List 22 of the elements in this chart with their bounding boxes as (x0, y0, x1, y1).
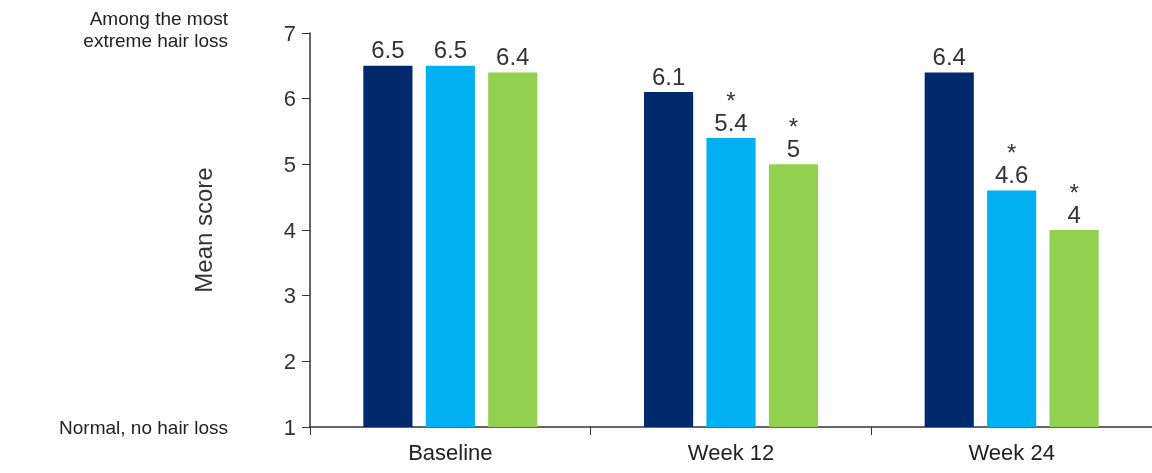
x-tick-label: Week 12 (687, 439, 775, 465)
y-tick-label: 6 (283, 86, 296, 112)
y-tick-label: 7 (283, 20, 296, 46)
y-tick-label: 4 (283, 217, 296, 243)
y-tick-label: 5 (283, 151, 296, 177)
data-label: 6.1 (651, 62, 686, 90)
data-label: 6.5 (433, 36, 468, 64)
x-tick-label: Baseline (408, 439, 493, 465)
y-tick-label: 3 (283, 283, 296, 309)
data-label: 6.4 (932, 42, 966, 70)
x-tick-label: Week 24 (968, 439, 1055, 465)
text: Among the most extreme hair loss (83, 7, 229, 51)
data-label: * 4 (1067, 178, 1081, 228)
text: Normal, no hair loss (59, 416, 228, 438)
y-axis-title: Mean score (189, 167, 217, 293)
y-tick-label: 2 (283, 348, 296, 374)
y-tick-label: 1 (283, 414, 296, 440)
data-label: 6.4 (496, 42, 530, 70)
data-label: 6.5 (371, 36, 405, 64)
data-label: * 5.4 (714, 86, 748, 136)
data-label: * 5 (786, 112, 801, 162)
data-label: * 4.6 (994, 139, 1029, 189)
